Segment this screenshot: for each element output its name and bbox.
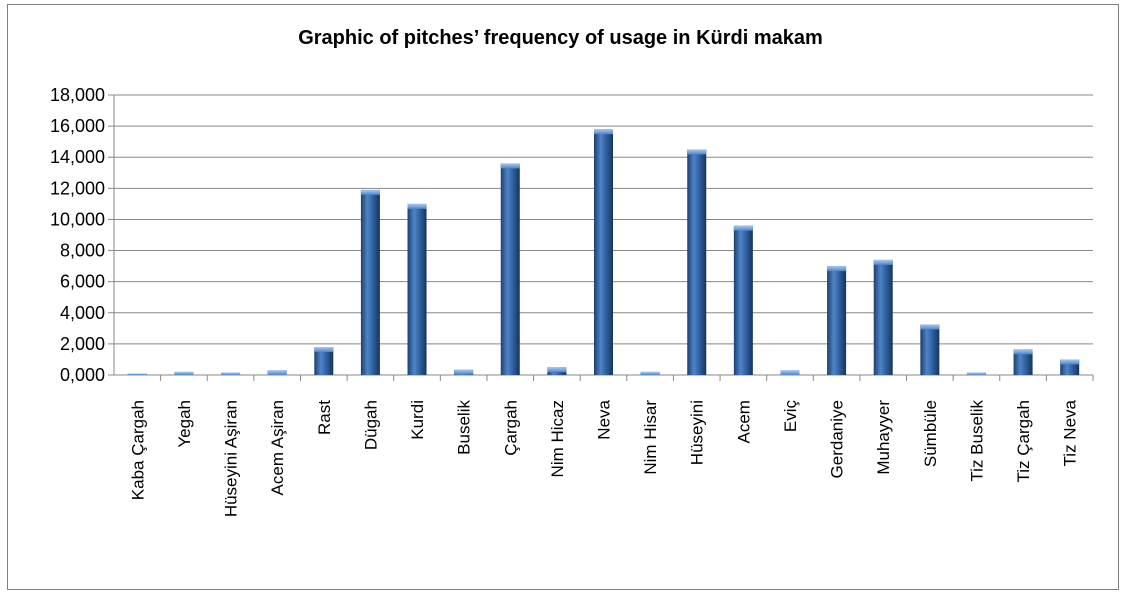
bar-body <box>500 163 520 375</box>
bar-cap <box>1060 359 1080 365</box>
y-tick-label: 16,000 <box>50 116 105 136</box>
bar-cap <box>733 225 753 231</box>
x-tick-label: Neva <box>595 399 614 439</box>
bar-body <box>314 347 334 375</box>
bar-body <box>1013 349 1033 375</box>
x-tick-label: Nim Hisar <box>641 400 660 475</box>
bar-cap <box>407 203 427 209</box>
bar <box>780 370 800 375</box>
y-tick-label: 14,000 <box>50 147 105 167</box>
x-tick-label: Kurdi <box>408 400 427 440</box>
bar <box>827 266 847 375</box>
bar-body <box>594 129 613 375</box>
bar-cap <box>640 371 660 375</box>
bar <box>966 372 986 375</box>
bar <box>500 163 520 375</box>
bar <box>640 371 660 375</box>
x-tick-label: Kaba Çargah <box>128 400 147 500</box>
bar-body <box>873 259 893 375</box>
bar-cap <box>360 189 380 195</box>
bar <box>733 225 753 375</box>
x-tick-label: Hüseyini <box>688 400 707 465</box>
x-tick-label: Eviç <box>781 400 800 433</box>
bar-body <box>733 225 753 375</box>
bar-cap <box>547 367 567 373</box>
y-tick-label: 2,000 <box>60 334 105 354</box>
bar-cap <box>500 163 520 169</box>
x-tick-label: Sümbüle <box>921 400 940 467</box>
y-tick-label: 8,000 <box>60 241 105 261</box>
bars-layer <box>127 129 1080 375</box>
bar <box>221 372 241 375</box>
bar-cap <box>1013 349 1033 355</box>
x-tick-label: Tiz Neva <box>1061 399 1080 466</box>
bar <box>1060 359 1080 375</box>
y-tick-labels: 0,000 2,000 4,000 6,000 8,000 10,000 12,000 14,… <box>50 85 105 385</box>
x-tick-label: Acem Aşiran <box>268 400 287 495</box>
chart-title: Graphic of pitches’ frequency of usage i… <box>298 27 823 49</box>
bar <box>594 129 613 375</box>
x-tick-label: Yegah <box>175 400 194 448</box>
y-tick-label: 6,000 <box>60 272 105 292</box>
x-tick-label: Rast <box>315 400 334 435</box>
bar-body <box>920 324 940 375</box>
bar <box>873 259 893 375</box>
x-tick-labels: Kaba Çargah Yegah Hüseyini Aşiran Acem Aşir… <box>128 399 1079 517</box>
bar-cap <box>594 129 613 135</box>
x-tick-label: Hüseyini Aşiran <box>222 400 241 517</box>
bar-cap <box>267 370 287 375</box>
bar-body <box>407 203 427 375</box>
bar-cap <box>780 370 800 375</box>
bar <box>314 347 334 375</box>
bar-body <box>827 266 847 375</box>
bar <box>454 369 474 375</box>
bar <box>687 149 707 375</box>
y-tick-label: 10,000 <box>50 209 105 229</box>
bar-cap <box>314 347 334 352</box>
x-tick-label: Gerdaniye <box>828 400 847 478</box>
bar-body <box>687 149 707 375</box>
chart-frame <box>7 4 1119 590</box>
bar-body <box>360 189 380 375</box>
bar-cap <box>174 371 194 375</box>
y-tick-label: 18,000 <box>50 85 105 105</box>
bar <box>1013 349 1033 375</box>
bar-cap <box>127 373 147 375</box>
bar-cap <box>221 372 241 375</box>
x-tick-label: Buselik <box>455 400 474 455</box>
y-tick-label: 4,000 <box>60 303 105 323</box>
x-tick-label: Dügah <box>361 400 380 450</box>
bar-cap <box>873 259 893 265</box>
x-tick-label: Nim Hicaz <box>548 400 567 477</box>
y-tick-label: 0,000 <box>60 365 105 385</box>
bar <box>267 370 287 375</box>
bar <box>360 189 380 375</box>
bar <box>407 203 427 375</box>
bar <box>174 371 194 375</box>
x-tick-label: Tiz Buselik <box>967 400 986 482</box>
bar <box>127 373 147 375</box>
bar-cap <box>687 149 707 155</box>
x-tick-label: Çargah <box>501 400 520 456</box>
bar <box>547 367 567 375</box>
x-tick-label: Muhayyer <box>874 400 893 475</box>
y-tick-label: 12,000 <box>50 178 105 198</box>
bar-cap <box>920 324 940 330</box>
x-tick-label: Acem <box>734 400 753 443</box>
bar-cap <box>454 369 474 375</box>
x-tick-label: Tiz Çargah <box>1014 400 1033 483</box>
bar-cap <box>827 266 847 272</box>
bar <box>920 324 940 375</box>
bar-cap <box>966 372 986 375</box>
